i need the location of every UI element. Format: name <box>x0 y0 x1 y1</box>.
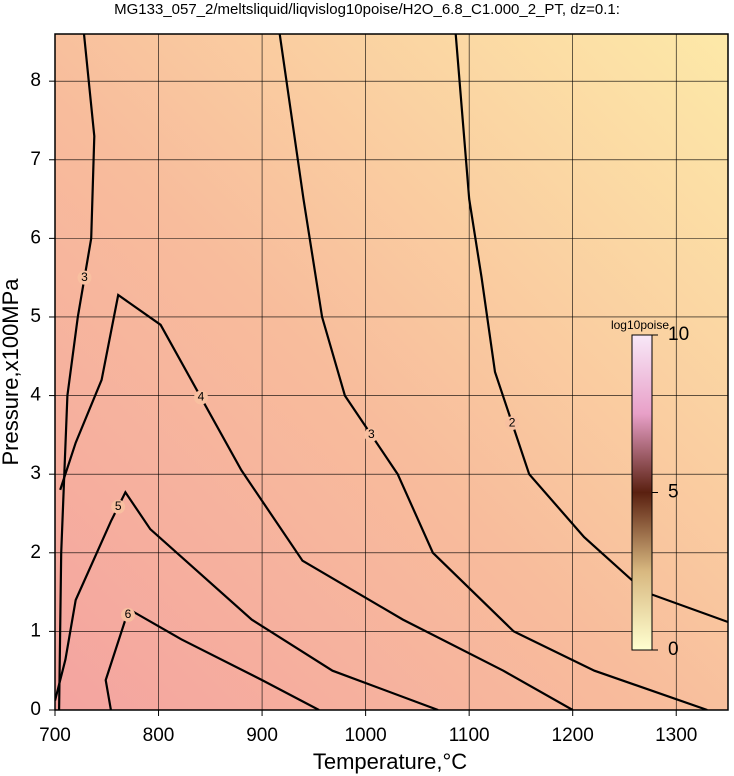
y-tick-label: 4 <box>30 385 41 406</box>
colorbar-tick-label: 0 <box>668 639 679 660</box>
y-tick-label: 5 <box>30 306 41 327</box>
contour-label: 6 <box>125 607 132 621</box>
contour-label: 2 <box>509 415 516 429</box>
y-tick-label: 8 <box>30 70 41 91</box>
x-tick-label: 1300 <box>655 725 697 746</box>
y-tick-label: 2 <box>30 542 41 563</box>
contour-label: 3 <box>368 427 375 441</box>
x-tick-label: 900 <box>246 725 278 746</box>
colorbar-ticks: 0 5 10 <box>652 324 689 660</box>
x-axis-label: Temperature,°C <box>313 749 467 774</box>
x-tick-label: 1200 <box>552 725 594 746</box>
contour-label-bg <box>120 607 135 622</box>
plot-frame <box>54 33 729 711</box>
y-tick-label: 6 <box>30 227 41 248</box>
plot-background <box>55 34 728 710</box>
chart-title: MG133_057_2/meltsliquid/liqvislog10poise… <box>114 1 620 18</box>
x-tick-label: 1100 <box>449 725 490 746</box>
contour-label-bg <box>193 390 208 405</box>
y-axis-label: Pressure,x100MPa <box>0 278 23 466</box>
x-tick-label: 700 <box>39 725 71 746</box>
contour-line <box>55 490 439 710</box>
y-tick-label: 7 <box>30 149 41 170</box>
contour-label-bg <box>77 270 92 285</box>
contour-label-bg <box>364 427 379 442</box>
x-tick-label: 1000 <box>344 725 386 746</box>
contour-label-bg <box>111 499 126 514</box>
colorbar <box>631 334 653 651</box>
contour-line <box>58 34 96 710</box>
contour-label: 4 <box>198 390 205 404</box>
colorbar-tick-label: 10 <box>668 324 689 345</box>
y-tick-label: 0 <box>30 699 41 720</box>
colorbar-tick-label: 5 <box>668 482 679 503</box>
contour-label: 3 <box>81 270 88 284</box>
x-tick-label: 800 <box>143 725 175 746</box>
contour-labels: 2 3 3 4 5 6 <box>77 270 520 622</box>
colorbar-label: log10poise <box>611 318 669 332</box>
grid <box>49 34 728 716</box>
y-tick-label: 3 <box>30 463 41 484</box>
contour-label-bg <box>505 416 520 431</box>
y-tick-label: 1 <box>30 620 41 641</box>
contour-line <box>278 34 708 710</box>
contour-label: 5 <box>115 499 122 513</box>
